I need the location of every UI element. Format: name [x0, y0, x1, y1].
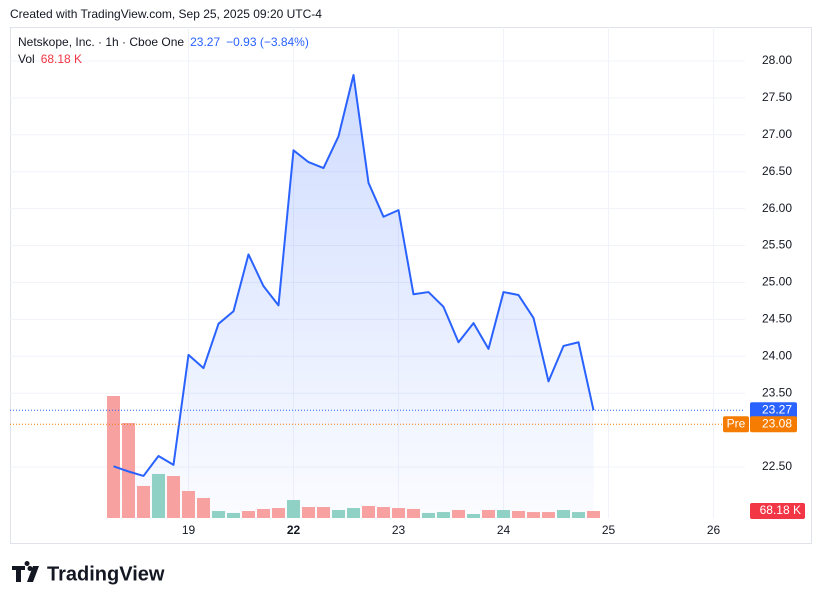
volume-bar — [227, 512, 240, 518]
legend: Netskope, Inc. · 1h · Cboe One 23.27 −0.93… — [18, 35, 309, 49]
y-tick-label: 22.50 — [762, 459, 792, 473]
x-tick-label: 22 — [287, 523, 301, 537]
volume-bar — [167, 476, 180, 518]
pre-market-tag — [750, 416, 797, 433]
y-tick-label: 23.50 — [762, 385, 792, 399]
symbol-title: Netskope, Inc. · 1h · Cboe One — [18, 35, 184, 49]
volume-bar — [452, 509, 465, 518]
volume-bar — [287, 500, 300, 518]
last-price-label: 23.27 — [762, 402, 792, 416]
x-tick-label: 26 — [707, 523, 721, 537]
logo — [12, 561, 39, 582]
volume-bar — [152, 473, 165, 518]
volume-bar — [572, 512, 585, 518]
volume-bar — [407, 508, 420, 518]
volume-name: Vol — [18, 52, 35, 66]
y-tick-label: 25.50 — [762, 238, 792, 252]
volume-bar — [497, 509, 510, 518]
x-tick-label: 24 — [497, 523, 511, 537]
volume-value: 68.18 K — [41, 52, 82, 66]
brand: TradingView — [47, 563, 165, 585]
volume-bar — [302, 507, 315, 518]
price-area — [113, 74, 594, 518]
volume-bar — [557, 509, 570, 518]
volume-bar — [542, 512, 555, 518]
last-price-tag — [750, 402, 797, 419]
last-price: 23.27 — [190, 35, 220, 49]
volume-bar — [317, 507, 330, 518]
volume-bar — [272, 508, 285, 518]
volume-bar — [422, 512, 435, 518]
volume-bar — [212, 511, 225, 518]
y-tick-label: 28.00 — [762, 53, 792, 67]
x-tick-label: 23 — [392, 523, 406, 537]
volume-bar — [377, 507, 390, 518]
volume-bar — [137, 485, 150, 518]
volume-tag — [750, 502, 805, 519]
price-line — [113, 73, 595, 477]
pre-market-badge — [723, 416, 749, 433]
volume-bar — [347, 508, 360, 518]
y-tick-label: 25.00 — [762, 275, 792, 289]
y-tick-label: 26.00 — [762, 201, 792, 215]
volume-bar — [512, 511, 525, 518]
attribution: Created with TradingView.com, Sep 25, 20… — [10, 7, 322, 21]
volume-bar — [527, 512, 540, 518]
volume-label: 68.18 K — [760, 503, 801, 517]
volume-bar — [257, 508, 270, 518]
volume-bar — [242, 511, 255, 518]
price-change: −0.93 (−3.84%) — [226, 35, 309, 49]
y-tick-label: 26.50 — [762, 164, 792, 178]
volume-bar — [437, 512, 450, 518]
y-tick-label: 24.50 — [762, 312, 792, 326]
volume-bar — [197, 497, 210, 518]
y-tick-label: 24.00 — [762, 348, 792, 362]
volume-bar — [332, 509, 345, 518]
volume-bar — [587, 510, 600, 518]
y-tick-label: 27.00 — [762, 127, 792, 141]
pre-market-name: Pre — [727, 416, 746, 430]
volume-legend: Vol 68.18 K — [18, 52, 82, 66]
volume-bar — [467, 513, 480, 518]
frame — [10, 27, 812, 544]
volume-bar — [392, 508, 405, 518]
y-tick-label: 27.50 — [762, 90, 792, 104]
volume-bar — [182, 490, 195, 518]
volume-bar — [107, 396, 120, 518]
x-tick-label: 19 — [182, 523, 196, 537]
pre-market-label: 23.08 — [762, 416, 792, 430]
volume-bar — [362, 505, 375, 518]
volume-bar — [482, 509, 495, 518]
x-tick-label: 25 — [602, 523, 616, 537]
